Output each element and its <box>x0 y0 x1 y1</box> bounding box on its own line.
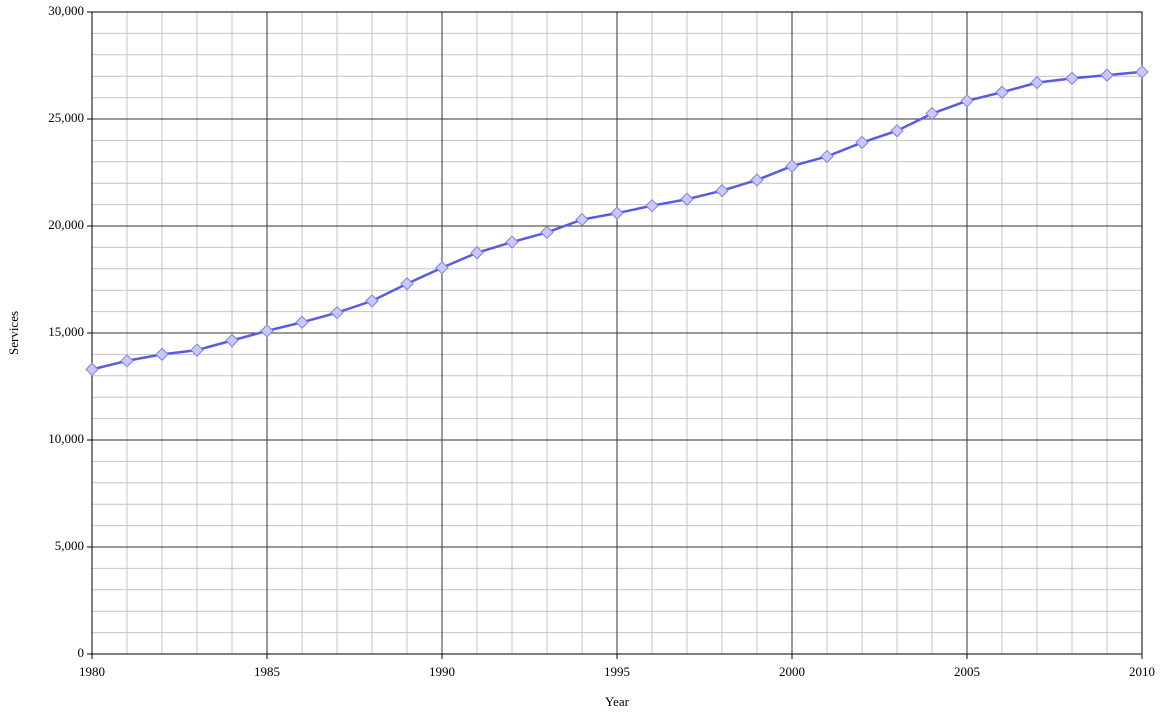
x-tick-label: 2005 <box>954 664 980 679</box>
data-point <box>785 159 799 173</box>
data-point <box>330 305 344 320</box>
x-tick-label: 1985 <box>254 664 280 679</box>
data-point <box>1135 65 1149 79</box>
y-tick-label: 30,000 <box>48 3 84 18</box>
data-point <box>1030 75 1044 90</box>
data-point <box>715 183 729 198</box>
data-point <box>820 149 834 164</box>
y-tick-label: 10,000 <box>48 431 84 446</box>
data-point <box>400 277 414 291</box>
data-point <box>470 246 484 260</box>
data-point <box>540 225 554 240</box>
data-point <box>1065 71 1079 86</box>
data-point <box>925 106 939 121</box>
data-point <box>155 347 169 362</box>
data-point <box>435 261 449 275</box>
y-tick-label: 20,000 <box>48 217 84 232</box>
data-point <box>610 206 624 220</box>
x-tick-label: 2010 <box>1129 664 1155 679</box>
data-point <box>960 94 974 108</box>
data-point <box>855 135 869 150</box>
data-point <box>575 212 589 227</box>
data-point <box>890 124 904 138</box>
x-tick-label: 2000 <box>779 664 805 679</box>
y-tick-label: 25,000 <box>48 110 84 125</box>
x-tick-label: 1995 <box>604 664 630 679</box>
data-point <box>120 354 134 368</box>
plot-frame <box>91 11 1143 655</box>
data-point <box>225 333 239 348</box>
data-point <box>260 324 274 338</box>
y-axis-label: Services <box>6 311 21 355</box>
data-point <box>680 192 694 206</box>
y-tick-label: 0 <box>78 645 85 660</box>
data-point <box>85 362 99 377</box>
data-point <box>295 315 309 330</box>
y-tick-label: 15,000 <box>48 324 84 339</box>
data-point <box>505 235 519 249</box>
y-tick-label: 5,000 <box>55 538 84 553</box>
x-tick-label: 1980 <box>79 664 105 679</box>
data-point <box>365 294 379 308</box>
data-point <box>995 85 1009 99</box>
data-point <box>645 198 659 213</box>
x-tick-label: 1990 <box>429 664 455 679</box>
x-axis-label: Year <box>605 694 630 709</box>
data-point <box>190 343 204 357</box>
data-point <box>1100 68 1114 82</box>
data-point <box>750 173 764 187</box>
